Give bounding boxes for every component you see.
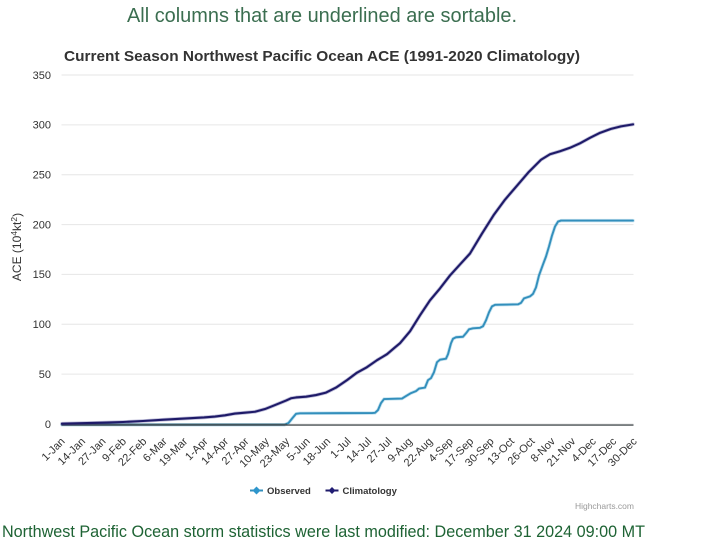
svg-text:200: 200 bbox=[33, 219, 51, 231]
svg-text:50: 50 bbox=[39, 369, 51, 381]
svg-text:Observed: Observed bbox=[267, 486, 311, 497]
svg-text:300: 300 bbox=[33, 120, 51, 132]
svg-text:All columns that are underline: All columns that are underlined are sort… bbox=[127, 5, 517, 27]
svg-text:Highcharts.com: Highcharts.com bbox=[575, 501, 634, 511]
svg-text:Climatology: Climatology bbox=[343, 486, 398, 497]
svg-text:Northwest Pacific Ocean storm: Northwest Pacific Ocean storm statistics… bbox=[2, 522, 645, 541]
svg-text:100: 100 bbox=[33, 319, 51, 331]
svg-text:150: 150 bbox=[33, 269, 51, 281]
svg-text:350: 350 bbox=[33, 70, 51, 82]
svg-text:ACE (104kt2): ACE (104kt2) bbox=[9, 213, 24, 281]
svg-text:0: 0 bbox=[45, 419, 51, 431]
svg-text:Current Season Northwest Pacif: Current Season Northwest Pacific Ocean A… bbox=[64, 48, 580, 65]
svg-text:250: 250 bbox=[33, 170, 51, 182]
